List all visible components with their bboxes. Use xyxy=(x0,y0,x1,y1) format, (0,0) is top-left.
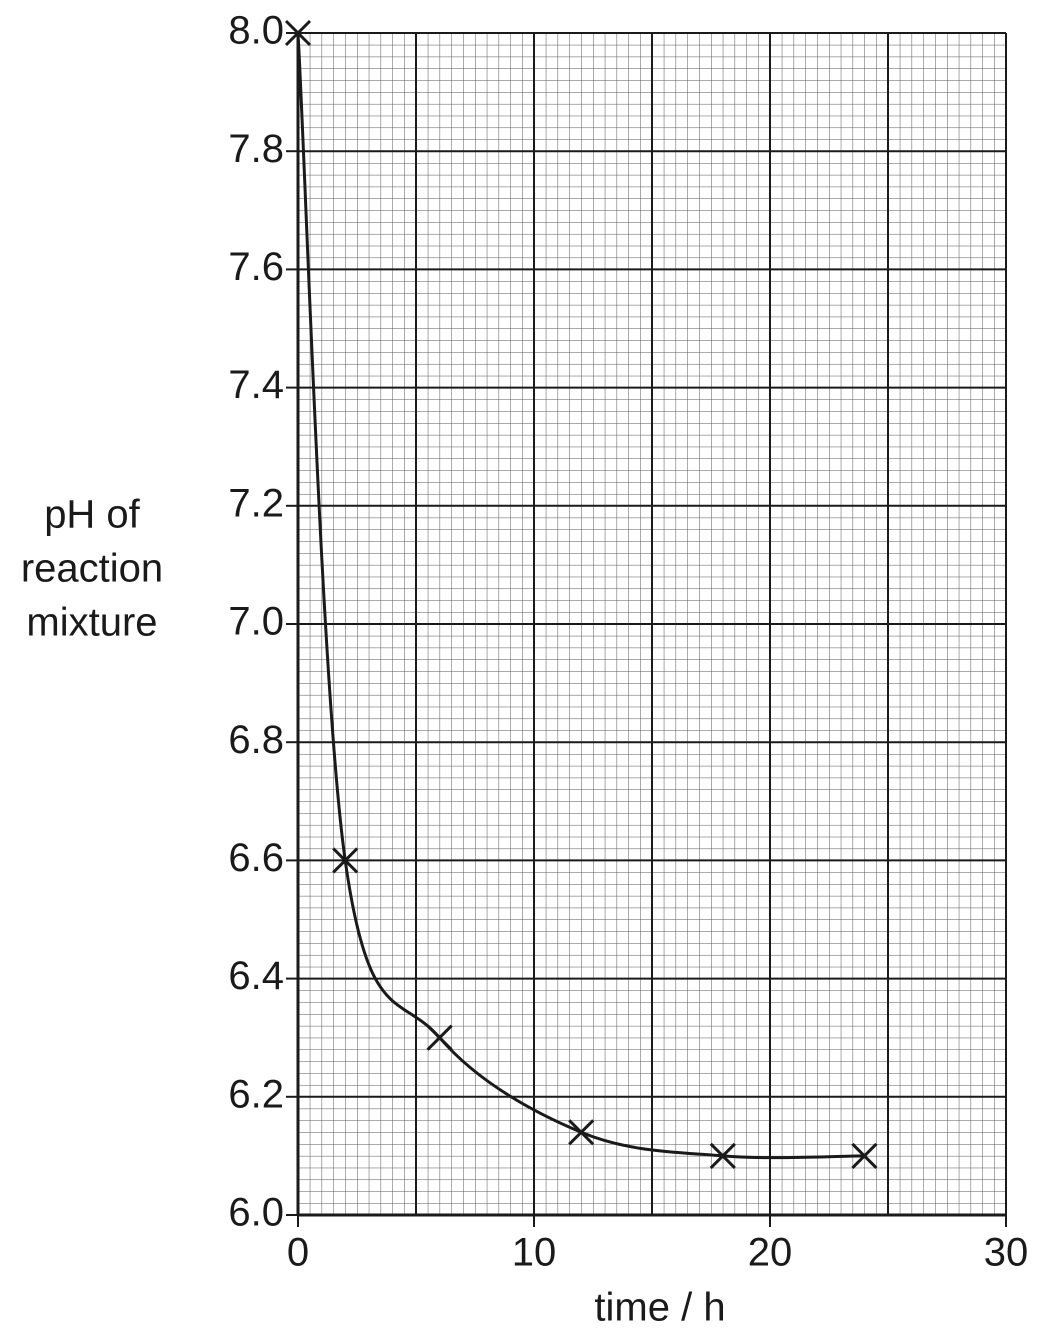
x-tick-label: 10 xyxy=(512,1231,557,1275)
y-tick-label: 8.0 xyxy=(228,9,284,53)
y-tick-label: 6.2 xyxy=(228,1072,284,1116)
x-tick-label: 30 xyxy=(984,1231,1029,1275)
marker xyxy=(284,19,312,47)
y-tick-label: 6.0 xyxy=(228,1191,284,1235)
marker xyxy=(426,1024,453,1051)
y-tick-label: 7.6 xyxy=(228,245,284,289)
marker xyxy=(332,847,359,874)
x-tick-label: 20 xyxy=(748,1231,793,1275)
y-tick-label: 7.8 xyxy=(228,127,284,171)
y-tick-label: 6.6 xyxy=(228,836,284,880)
y-tick-label: 7.0 xyxy=(228,600,284,644)
y-axis-label: mixture xyxy=(26,601,157,645)
y-tick-label: 6.8 xyxy=(228,718,284,762)
y-axis-label: pH of xyxy=(44,493,140,537)
marker xyxy=(851,1142,878,1169)
x-axis-label: time / h xyxy=(594,1286,725,1330)
x-tick-label: 0 xyxy=(287,1231,309,1275)
marker xyxy=(568,1119,595,1146)
y-axis-label: reaction xyxy=(21,547,163,591)
y-tick-label: 7.4 xyxy=(228,363,284,407)
marker xyxy=(709,1142,736,1169)
y-tick-label: 6.4 xyxy=(228,954,284,998)
y-tick-label: 7.2 xyxy=(228,481,284,525)
